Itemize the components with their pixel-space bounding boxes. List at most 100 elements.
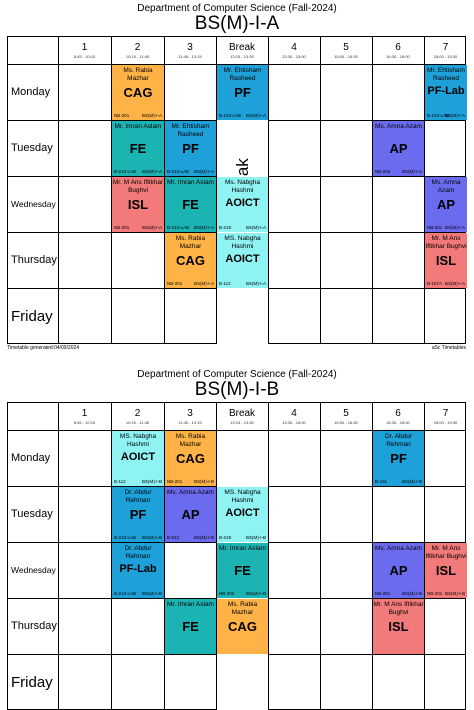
lesson-room: B-218 (219, 535, 232, 540)
footer-generated: Timetable generated:04/09/2024 (7, 345, 80, 351)
lesson-group: BS(M)-I-A (194, 281, 214, 286)
timetable-grid: 1 8:45 - 10:15 2 10:15 - 11:45 3 11:45 - 13:1… (7, 36, 467, 344)
lesson-card[interactable]: Ms. Rabia Mazhar CAG NB-201 BS(M)-I-A (165, 233, 216, 288)
day-label: Thursday (11, 254, 57, 266)
day-label: Monday (11, 86, 51, 98)
lesson-card[interactable]: Ms. Amna Azam AP B-012 BS(M)-I-B (165, 487, 216, 542)
timetable-grid: 1 8:45 - 10:15 2 10:15 - 11:45 3 11:45 - 13:1… (7, 402, 467, 710)
lesson-teacher: Ms. Rabia Mazhar (227, 601, 258, 616)
lesson-teacher: MS. Nabgha Hashmi (224, 235, 261, 250)
lesson-room: B-101 (375, 479, 388, 484)
lesson-card[interactable]: MS. Nabgha Hashmi AOICT B-112 BS(M)-I-B (112, 431, 164, 486)
lesson-card[interactable]: MS. Nabgha Hashmi AOICT B-112 BS(M)-I-A (217, 233, 268, 288)
timetable-1: Department of Computer Science (Fall-202… (7, 3, 467, 351)
lesson-teacher: MS. Nabgha Hashmi (224, 489, 261, 504)
period-header: 2 10:15 - 11:45 (111, 37, 164, 64)
lesson-card[interactable]: Mr. M Ans Iftikhar Bughvi ISL NB-201 BS(M)-… (425, 543, 467, 598)
lesson-teacher: Mr. M Ans Iftikhar Bughvi (425, 545, 467, 560)
lesson-room: B-112 (219, 281, 231, 286)
lesson-card[interactable]: Mr. Imran Aslam FE NB-202 BS(M)-I-B (217, 543, 268, 598)
lesson-subject: AOICT (225, 253, 260, 265)
lesson-card[interactable]: Mr. Imran Aslam FE B-213-LAB BS(M)-I-A (165, 177, 216, 232)
lesson-card[interactable]: Mr. Imran Aslam FE B-213-LAB BS(M)-I-A (112, 121, 164, 176)
period-header: 2 10:15 - 11:45 (111, 403, 164, 430)
period-number: 1 (81, 42, 88, 53)
grid-column-line (372, 403, 373, 709)
lesson-subject: PF (129, 507, 147, 522)
lesson-subject: ISL (435, 563, 457, 578)
lesson-card[interactable]: Ms. Amna Azam AP NB-206 BS(M)-I-A (373, 121, 424, 176)
timetable-2: Department of Computer Science (Fall-202… (0, 366, 474, 710)
day-label: Tuesday (11, 142, 53, 154)
grid-column-line (216, 403, 217, 709)
lesson-subject: AP (181, 507, 200, 522)
grid-column-line (111, 37, 112, 343)
period-number: 1 (81, 408, 88, 419)
lesson-card[interactable]: Mr. M Ans Iftikhar Bughvi ISL (373, 599, 424, 654)
lesson-card[interactable]: Mr. Ehtisham Rasheed PF B-213-LAB BS(M)-I-A (217, 65, 268, 120)
lesson-room: B-213-LAB (114, 535, 137, 540)
lesson-card[interactable]: Dr. Abdur Rehman PF-Lab B-213-LAB BS(M)-I-B (112, 543, 164, 598)
lesson-card[interactable]: Dr. Abdur Rehman PF B-101 BS(M)-I-B (373, 431, 424, 486)
lesson-group: BS(M)-I-A (194, 169, 214, 174)
lesson-card[interactable]: Mr. Ehtisham Rasheed PF B-213-LAB BS(M)-I-A (165, 121, 216, 176)
period-time: 13:30 - 15:00 (282, 54, 306, 59)
grid-column-line (111, 403, 112, 709)
period-time: 15:00 - 16:30 (334, 54, 358, 59)
period-header: 4 13:30 - 15:00 (268, 37, 320, 64)
lesson-room: B-213-LAB (427, 113, 450, 118)
lesson-group: BS(M)-I-A (246, 113, 266, 118)
lesson-group: BS(M)-I-B (246, 591, 266, 596)
lesson-subject: AP (389, 563, 408, 578)
department-title: Department of Computer Science (Fall-202… (137, 3, 337, 14)
lesson-teacher: Mr. Ehtisham Rasheed (171, 123, 210, 138)
day-label: Wednesday (11, 199, 56, 209)
lesson-card[interactable]: Mr. Ehtisham Rasheed PF-Lab B-213-LAB BS(M)… (425, 65, 467, 120)
lesson-card[interactable]: Ms. Nabgha Hashmi AOICT B-218 BS(M)-I-A (217, 177, 268, 232)
lesson-card[interactable]: Mr. M Ans Iftikhar Bughvi ISL B-107A BS(M)-… (425, 233, 467, 288)
period-header: 3 11:45 - 13:15 (164, 37, 216, 64)
lesson-group: BS(M)-I-A (142, 169, 162, 174)
grid-column-line (424, 37, 425, 343)
lesson-teacher: Ms. Amna Azam (431, 179, 461, 194)
lesson-group: BS(M)-I-A (402, 169, 422, 174)
lesson-room: B-213-LAB (114, 591, 137, 596)
period-number: 5 (343, 42, 349, 53)
day-label: Friday (11, 673, 53, 691)
grid-column-line (58, 403, 59, 709)
lesson-card[interactable]: Ms. Rabia Mazhar CAG NB-201 BS(M)-I-B (165, 431, 216, 486)
period-number: 2 (134, 42, 141, 53)
period-header: 7 18:00 - 19:30 (424, 37, 467, 64)
lesson-card[interactable]: Dr. Abdur Rehman PF B-213-LAB BS(M)-I-B (112, 487, 164, 542)
lesson-card[interactable]: Mr. Imran Aslam FE (165, 599, 216, 654)
lesson-teacher: Mr. M Ans Iftikhar Bughvi (112, 179, 164, 194)
lesson-card[interactable]: Ms. Amna Azam AP NB-201 BS(M)-I-A (425, 177, 467, 232)
lesson-group: BS(M)-I-A (142, 225, 162, 230)
lesson-card[interactable]: Ms. Rabia Mazhar CAG (217, 599, 268, 654)
lesson-room: B-112 (114, 479, 126, 484)
lesson-room: NB-201 (375, 591, 391, 596)
period-time: 13:15 - 13:30 (230, 54, 254, 59)
day-label: Thursday (11, 620, 57, 632)
lesson-teacher: Mr. Imran Aslam (167, 601, 214, 608)
lesson-group: BS(M)-I-A (246, 225, 266, 230)
class-title: BS(M)-I-A (194, 13, 280, 34)
period-header: 5 15:00 - 16:30 (320, 37, 372, 64)
day-label: Friday (11, 307, 53, 325)
period-time: 13:30 - 15:00 (282, 420, 306, 425)
lesson-group: BS(M)-I-A (194, 225, 214, 230)
period-number: 3 (187, 408, 193, 419)
grid-column-line (164, 403, 165, 709)
lesson-teacher: Dr. Abdur Rehman (124, 545, 152, 560)
lesson-card[interactable]: Ms. Amna Azam AP NB-201 BS(M)-I-B (373, 543, 424, 598)
lesson-teacher: Dr. Abdur Rehman (384, 433, 413, 448)
period-header: 6 16:30 - 18:00 (372, 403, 424, 430)
lesson-teacher: MS. Nabgha Hashmi (119, 433, 157, 448)
lesson-room: NB-201 (427, 225, 443, 230)
department-title: Department of Computer Science (Fall-202… (137, 369, 337, 380)
lesson-room: NB-201 (114, 225, 130, 230)
lesson-card[interactable]: Ms. Rabia Mazhar CAG NB-201 BS(M)-I-A (112, 65, 164, 120)
lesson-card[interactable]: Mr. M Ans Iftikhar Bughvi ISL NB-201 BS(M)-… (112, 177, 164, 232)
lesson-card[interactable]: MS. Nabgha Hashmi AOICT B-218 BS(M)-I-B (217, 487, 268, 542)
lesson-subject: CAG (123, 85, 153, 100)
